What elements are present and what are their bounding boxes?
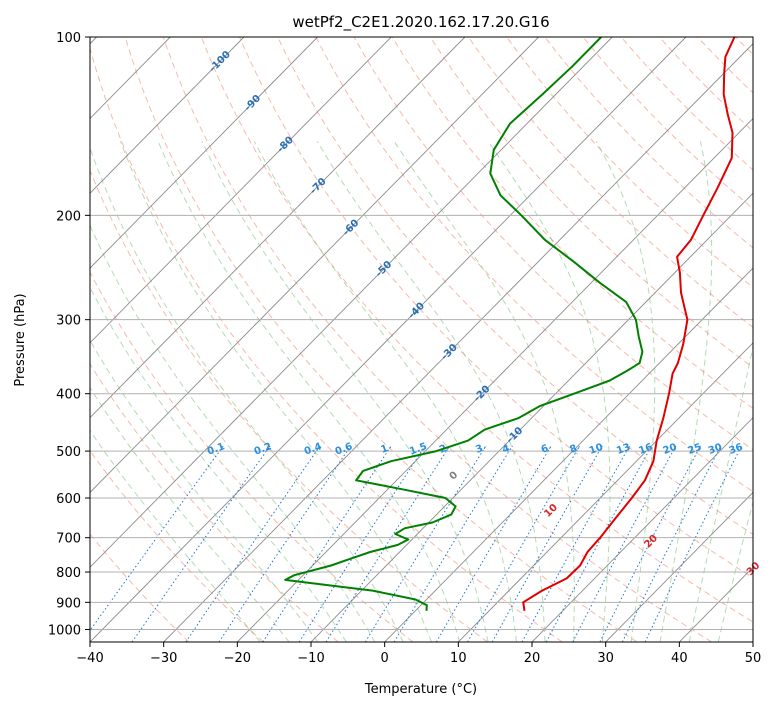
- mixing-ratio-label: 20: [662, 442, 679, 457]
- dry-adiabat-line: [315, 37, 753, 493]
- y-axis-ticks: 100 200 300 400 500 600 700 800 900 1000: [48, 31, 90, 638]
- isotherm-line: [90, 37, 539, 494]
- x-tick-label: 10: [450, 651, 467, 666]
- dry-adiabat-line: [124, 37, 638, 642]
- y-tick-label: 900: [56, 596, 81, 611]
- dry-adiabat-line: [90, 271, 414, 642]
- mixing-ratio-label: 1: [379, 443, 389, 456]
- isotherm-line: [605, 491, 753, 642]
- mixing-ratio-line: [364, 445, 487, 642]
- dry-adiabat-line: [90, 449, 264, 642]
- dry-adiabat-line: [429, 37, 753, 369]
- mixing-ratio-line: [185, 445, 321, 642]
- plot-frame: [89, 36, 754, 643]
- isotherm-line: [310, 192, 753, 642]
- dry-adiabat-line: [90, 169, 488, 642]
- mixing-ratio-line: [644, 445, 743, 642]
- y-axis-label: Pressure (hPa): [13, 293, 28, 386]
- dry-adiabat-line: [544, 37, 753, 249]
- y-tick-label: 800: [56, 566, 81, 581]
- mixing-ratio-label: 25: [686, 442, 703, 457]
- x-tick-label: 30: [597, 651, 614, 666]
- mixing-ratio-label: 6: [540, 443, 550, 456]
- plot-background: [90, 37, 753, 642]
- x-tick-label: −20: [224, 651, 251, 666]
- mixing-ratio-line: [325, 445, 451, 642]
- mixing-ratio-line: [491, 445, 603, 642]
- isotherm-line: [237, 117, 753, 642]
- x-tick-label: 0: [381, 651, 389, 666]
- y-tick-label: 700: [56, 532, 81, 547]
- chart-title: wetPf2_C2E1.2020.162.17.20.G16: [292, 13, 549, 32]
- mixing-ratio-line: [393, 445, 513, 642]
- y-tick-label: 500: [56, 445, 81, 460]
- mixing-ratio-line: [467, 445, 581, 642]
- isotherm-line: [458, 342, 753, 642]
- mixing-ratio-line: [572, 445, 677, 642]
- mixing-ratio-label: 8: [568, 443, 578, 456]
- y-tick-label: 200: [56, 209, 81, 224]
- mixing-ratio-label: 3: [474, 443, 484, 456]
- dry-adiabat-line: [277, 37, 753, 535]
- mixing-ratio-line: [521, 445, 631, 642]
- mixing-ratio-line: [599, 445, 701, 642]
- y-tick-label: 400: [56, 388, 81, 403]
- x-tick-label: −40: [76, 651, 103, 666]
- isotherm-line: [90, 37, 466, 419]
- isotherm-line: [90, 37, 613, 568]
- dewpoint-profile: [284, 37, 644, 611]
- mixing-ratio-label: 10: [588, 442, 605, 457]
- mixing-ratio-label: 13: [615, 442, 632, 457]
- isotherm-line: [90, 37, 318, 269]
- mixing-ratio-label: 30: [707, 442, 724, 457]
- isotherm-line: [384, 267, 753, 642]
- y-tick-label: 1000: [48, 623, 81, 638]
- y-tick-label: 300: [56, 314, 81, 329]
- x-tick-label: 40: [671, 651, 688, 666]
- dry-adiabat-line: [90, 46, 563, 642]
- dry-adiabat-line: [239, 37, 753, 579]
- dry-adiabat-line: [353, 37, 753, 451]
- isotherm-line: [531, 416, 753, 642]
- temperature-profile: [522, 37, 736, 611]
- mixing-ratio-line: [621, 445, 722, 642]
- x-tick-label: 20: [524, 651, 541, 666]
- isotherm-line: [90, 37, 687, 642]
- dry-adiabat-line: [506, 37, 753, 288]
- isotherm-line: [90, 37, 245, 194]
- x-tick-label: −30: [150, 651, 177, 666]
- x-axis-label: Temperature (°C): [364, 682, 477, 697]
- y-tick-label: 100: [56, 31, 81, 46]
- x-tick-label: −10: [297, 651, 324, 666]
- y-tick-label: 600: [56, 492, 81, 507]
- mixing-ratio-line: [298, 445, 426, 642]
- guide-lines: [90, 37, 753, 642]
- x-axis-ticks: −40 −30 −20 −10 0 10 20 30 40 50: [76, 642, 761, 666]
- isotherm-line: [163, 43, 753, 642]
- dry-adiabat-line: [391, 37, 753, 409]
- isotherm-line: [90, 37, 392, 344]
- x-tick-label: 50: [745, 651, 762, 666]
- dry-adiabat-line: [200, 37, 753, 623]
- mixing-ratio-line: [545, 445, 653, 642]
- mixing-ratio-label: 36: [728, 442, 745, 457]
- mixing-ratio-label: 16: [637, 442, 654, 457]
- profile-series: [284, 37, 736, 611]
- mixing-ratio-label: 4: [501, 443, 511, 456]
- dry-adiabat-line: [162, 37, 712, 642]
- mixing-ratio-line: [435, 445, 552, 642]
